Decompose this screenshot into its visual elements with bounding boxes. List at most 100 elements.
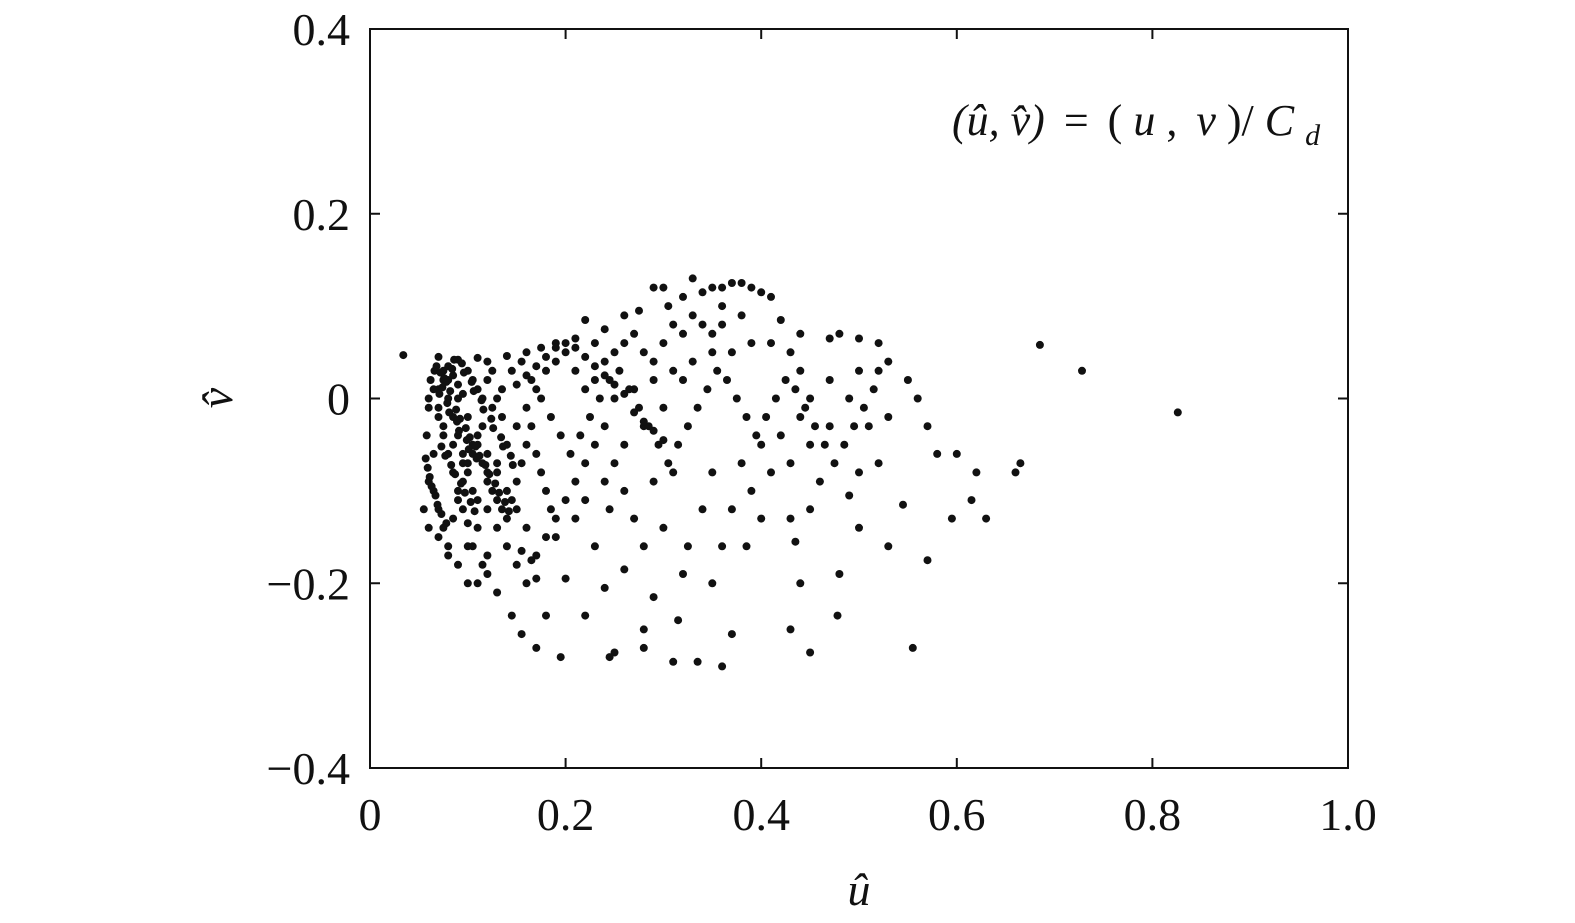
data-point (483, 570, 492, 578)
data-point (512, 505, 521, 514)
data-point (556, 653, 565, 662)
data-point (426, 376, 435, 384)
annotation-v: v (1196, 96, 1216, 145)
data-point (737, 279, 746, 287)
data-point (457, 479, 465, 488)
y-tick-label: 0.2 (293, 189, 351, 240)
data-point (462, 436, 471, 445)
data-point (561, 339, 570, 348)
data-point (542, 533, 550, 542)
data-point (874, 366, 883, 375)
data-point (933, 449, 942, 458)
data-point (432, 362, 441, 371)
data-point (473, 353, 482, 362)
data-point (718, 302, 727, 311)
annotation-eq: = (1064, 96, 1089, 145)
data-point (727, 279, 736, 287)
data-point (806, 505, 815, 514)
data-point (566, 449, 575, 458)
data-point (537, 394, 546, 403)
data-point (737, 311, 746, 320)
data-point (659, 523, 668, 532)
data-point (796, 329, 805, 338)
x-tick-label: 0.2 (537, 789, 595, 840)
data-point (698, 505, 707, 514)
data-point (488, 366, 497, 375)
data-point (537, 468, 546, 477)
data-point (605, 653, 614, 662)
data-point (581, 316, 590, 324)
data-point (458, 449, 467, 458)
data-point (679, 376, 687, 384)
data-point (698, 288, 707, 297)
data-point (683, 422, 692, 431)
data-point (727, 348, 736, 357)
data-point (664, 459, 673, 468)
data-point (447, 461, 456, 469)
data-point (713, 366, 722, 375)
data-point (727, 505, 736, 514)
data-point (463, 519, 472, 528)
data-point (664, 302, 673, 311)
data-point (463, 413, 472, 421)
data-point (517, 357, 526, 366)
data-point (718, 662, 727, 671)
data-point (859, 403, 868, 412)
data-point (571, 334, 580, 343)
data-point (522, 348, 531, 357)
data-point (767, 339, 775, 348)
data-point (502, 352, 511, 360)
data-point (845, 394, 854, 403)
data-point (472, 454, 481, 463)
data-point (493, 468, 502, 477)
data-point (517, 630, 526, 639)
data-point (571, 366, 580, 375)
data-point (796, 366, 805, 375)
data-point (786, 348, 795, 357)
data-point (502, 514, 511, 523)
data-point (757, 440, 766, 449)
data-point (478, 422, 487, 431)
data-point (522, 440, 531, 449)
data-point (630, 514, 639, 523)
data-point (449, 440, 458, 449)
annotation-u: u (1133, 96, 1155, 145)
data-point (600, 357, 609, 366)
x-tick-label: 0.4 (732, 789, 790, 840)
data-point (491, 479, 500, 488)
data-point (1016, 459, 1025, 468)
data-point (512, 380, 521, 389)
data-point (504, 507, 513, 516)
data-point (425, 473, 434, 481)
data-point (600, 422, 609, 431)
data-point (423, 463, 432, 472)
data-point (436, 368, 445, 377)
data-point (561, 574, 570, 583)
data-point (512, 477, 521, 486)
y-tick-label: −0.4 (267, 743, 350, 794)
data-point (649, 477, 658, 486)
data-point (850, 422, 859, 431)
data-point (483, 477, 492, 486)
data-point (590, 376, 599, 384)
data-point (806, 394, 815, 403)
data-point (463, 468, 472, 477)
data-point (659, 339, 668, 348)
y-tick-label: 0 (327, 374, 350, 425)
data-point (899, 500, 907, 509)
data-point (908, 643, 917, 652)
data-point (669, 657, 678, 666)
data-point (443, 399, 452, 408)
data-point (433, 500, 442, 509)
y-tick-label: 0.4 (293, 4, 351, 55)
data-point (718, 283, 727, 292)
data-point (527, 556, 536, 565)
data-point (483, 357, 492, 366)
data-point (781, 376, 790, 384)
data-point (620, 440, 629, 449)
x-tick-label: 0.8 (1124, 789, 1182, 840)
data-point (639, 348, 648, 357)
data-point (762, 413, 771, 421)
data-point (967, 496, 976, 505)
data-point (471, 442, 480, 451)
